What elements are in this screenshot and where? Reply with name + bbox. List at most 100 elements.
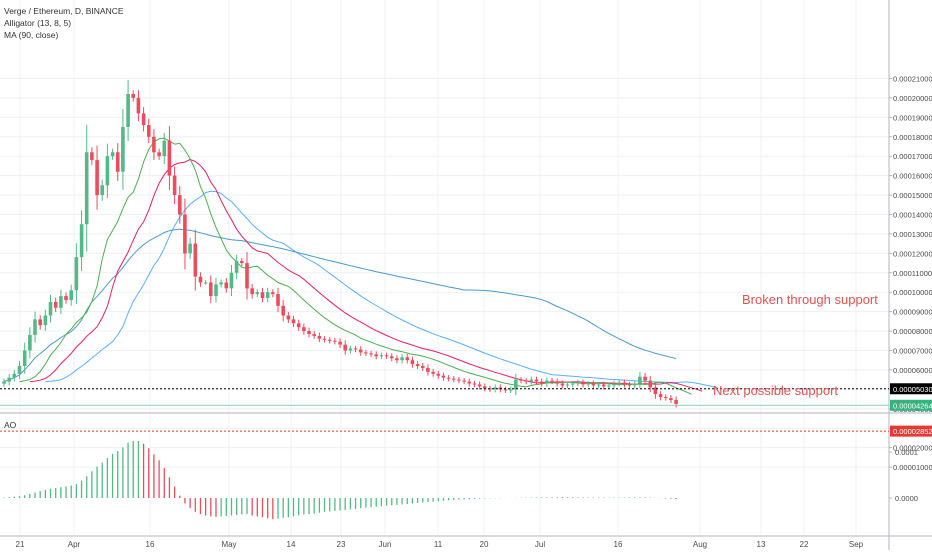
ao-tick-label: 0.0001 — [895, 448, 918, 457]
price-tick-label: 0.00017000 — [893, 152, 932, 161]
candle-body — [612, 383, 616, 386]
x-tick-label: Apr — [68, 540, 81, 549]
candle-body — [296, 323, 301, 328]
price-tick-label: 0.00019000 — [893, 113, 932, 122]
candle-body — [643, 376, 647, 381]
candle-body — [302, 327, 306, 332]
ao-tick-label: 0.0000 — [895, 494, 918, 503]
candle-body — [389, 356, 394, 359]
candle-body — [333, 340, 337, 342]
candle-body — [178, 195, 182, 215]
candle-body — [658, 394, 663, 398]
legend-alligator: Alligator (13, 8, 5) — [4, 18, 72, 28]
price-level-label: 0.00004264 — [893, 401, 932, 410]
candle-body — [384, 355, 389, 357]
candle-body — [271, 292, 275, 295]
candle-body — [312, 334, 316, 336]
candle-body — [596, 384, 601, 386]
candle-body — [322, 338, 327, 340]
candle-body — [64, 296, 68, 300]
candle-body — [240, 261, 244, 263]
x-tick-label: Jun — [379, 540, 392, 549]
x-tick-label: Aug — [693, 540, 707, 549]
candle-body — [441, 375, 446, 378]
price-tick-label: 0.00009000 — [893, 308, 932, 317]
candle-body — [358, 349, 363, 353]
candle-body — [90, 152, 94, 161]
candle-body — [627, 384, 632, 386]
price-tick-label: 0.00018000 — [893, 133, 932, 142]
candle-body — [638, 376, 642, 384]
candle-body — [69, 290, 73, 300]
candle-body — [209, 282, 213, 297]
candle-body — [369, 353, 373, 355]
candle-body — [534, 379, 539, 382]
price-tick-label: 0.00015000 — [893, 191, 932, 200]
price-tick-label: 0.00011000 — [893, 269, 932, 278]
candle-body — [555, 381, 559, 384]
candle-body — [395, 358, 399, 361]
candle-body — [508, 389, 513, 391]
candle-body — [591, 383, 596, 386]
candle-body — [229, 272, 234, 289]
candle-body — [436, 373, 441, 376]
candle-body — [74, 257, 79, 291]
candle-body — [147, 125, 151, 137]
alligator-teeth-line — [29, 158, 703, 392]
price-level-badge — [890, 399, 932, 411]
candle-body — [477, 384, 482, 387]
candle-body — [405, 357, 410, 361]
legend-title: Verge / Ethereum, D, BINANCE — [4, 6, 124, 16]
x-tick-label: 16 — [146, 540, 155, 549]
x-tick-label: 13 — [757, 540, 766, 549]
price-tick-label: 0.00008000 — [893, 327, 932, 336]
x-tick-label: May — [221, 540, 236, 549]
candle-body — [286, 315, 291, 320]
candle-body — [59, 296, 63, 308]
candle-body — [421, 366, 425, 368]
candle-body — [446, 377, 451, 379]
x-tick-label: 23 — [337, 540, 346, 549]
candle-body — [167, 140, 172, 176]
price-tick-label: 0.00006000 — [893, 366, 932, 375]
x-tick-label: 22 — [800, 540, 809, 549]
candle-body — [539, 381, 544, 384]
price-tick-label: 0.00013000 — [893, 230, 932, 239]
candle-body — [100, 185, 104, 195]
candle-body — [260, 292, 265, 298]
candle-body — [622, 382, 627, 385]
candle-body — [632, 383, 637, 386]
candle-body — [493, 387, 497, 390]
price-level-label: 0.00005030 — [893, 385, 932, 394]
candle-body — [33, 319, 37, 335]
candle-body — [172, 175, 177, 195]
candle-body — [152, 136, 156, 153]
candle-body — [245, 263, 249, 289]
candle-body — [648, 380, 653, 388]
price-tick-label: 0.00014000 — [893, 210, 932, 219]
candle-body — [343, 344, 347, 351]
candle-body — [550, 380, 554, 382]
candle-body — [250, 288, 254, 295]
candle-body — [281, 305, 285, 316]
candle-body — [364, 352, 368, 354]
candle-body — [653, 387, 658, 395]
candle-body — [617, 382, 621, 384]
candle-body — [570, 383, 575, 385]
candle-body — [12, 373, 17, 378]
candle-body — [338, 341, 342, 345]
candle-body — [276, 294, 280, 306]
annotation-next-support: Next possible support — [713, 383, 838, 398]
candle-body — [307, 331, 311, 334]
candle-body — [28, 334, 32, 351]
x-tick-label: 11 — [434, 540, 443, 549]
candle-body — [7, 377, 11, 382]
alligator-jaw-line — [45, 190, 718, 389]
candle-body — [38, 319, 42, 326]
candle-body — [529, 379, 534, 382]
candle-body — [426, 368, 430, 372]
candle-body — [126, 94, 130, 127]
candle-body — [374, 354, 378, 357]
